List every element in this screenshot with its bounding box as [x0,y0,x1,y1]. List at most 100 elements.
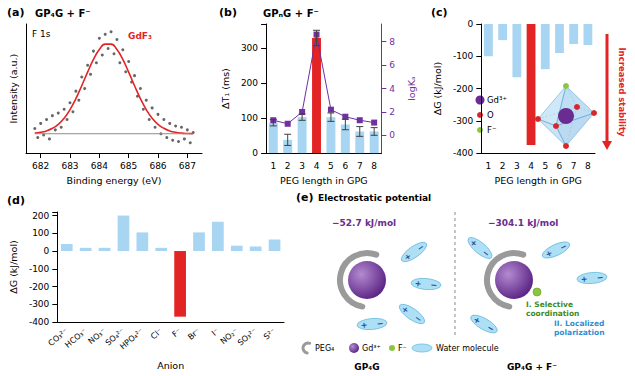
svg-text:Br⁻: Br⁻ [186,327,202,342]
svg-text:HPO₄²⁻: HPO₄²⁻ [118,327,145,352]
svg-text:+: + [580,274,587,284]
svg-text:5: 5 [328,161,334,171]
svg-text:GP₄G + F⁻: GP₄G + F⁻ [507,362,557,372]
svg-text:685: 685 [120,161,137,171]
svg-text:SO₃²⁻: SO₃²⁻ [236,327,259,348]
svg-text:NO₃⁻: NO₃⁻ [87,327,108,347]
svg-text:Gd³⁺: Gd³⁺ [487,95,507,105]
svg-text:Increased stability: Increased stability [617,47,627,137]
svg-text:GP₄G: GP₄G [354,362,379,372]
svg-text:+: + [472,315,482,326]
svg-text:7: 7 [357,161,363,171]
svg-text:II. Localizedpolarization: II. Localizedpolarization [554,319,605,337]
svg-text:−304.1 kJ/mol: −304.1 kJ/mol [488,218,558,228]
svg-text:−: − [596,273,603,283]
svg-text:-300: -300 [453,116,474,126]
svg-text:2: 2 [285,161,291,171]
svg-text:I. Selectivecoordination: I. Selectivecoordination [526,300,579,318]
svg-text:O: O [487,110,494,120]
svg-text:−: − [416,242,427,253]
svg-text:F 1s: F 1s [32,29,51,39]
svg-text:5: 5 [542,161,548,171]
svg-text:+: + [400,304,411,315]
svg-text:S²⁻: S²⁻ [262,327,277,342]
svg-text:HCO₃⁻: HCO₃⁻ [63,327,88,350]
svg-text:100: 100 [32,228,49,238]
svg-text:-400: -400 [453,148,474,158]
svg-text:200: 200 [32,211,49,221]
svg-text:ΔG (kJ/mol): ΔG (kJ/mol) [8,240,19,294]
svg-text:F⁻: F⁻ [398,344,407,353]
svg-text:3: 3 [514,161,520,171]
svg-text:Intensity (a.u.): Intensity (a.u.) [8,54,19,124]
svg-text:0: 0 [468,19,474,29]
svg-text:−: − [480,248,491,259]
svg-text:Cl⁻: Cl⁻ [149,327,164,342]
svg-text:−: − [486,323,496,334]
svg-text:1: 1 [270,161,276,171]
svg-text:NO₂⁻: NO₂⁻ [219,327,240,347]
svg-text:4: 4 [389,84,395,94]
svg-text:−52.7 kJ/mol: −52.7 kJ/mol [332,218,396,228]
svg-text:PEG length in GPG: PEG length in GPG [494,175,582,186]
svg-text:6: 6 [342,161,348,171]
svg-text:-300: -300 [29,299,50,309]
svg-text:Water molecule: Water molecule [436,344,499,353]
svg-text:4: 4 [528,161,534,171]
svg-text:Binding energy (eV): Binding energy (eV) [67,175,162,186]
svg-text:F⁻: F⁻ [487,125,496,135]
svg-text:−: − [376,319,383,329]
svg-text:ΔG (kJ/mol): ΔG (kJ/mol) [432,62,443,116]
svg-text:+: + [360,320,367,330]
svg-text:-400: -400 [29,317,50,327]
svg-text:+: + [468,238,479,249]
svg-text:Electrostatic potential: Electrostatic potential [318,193,431,203]
svg-text:GPₙG + F⁻: GPₙG + F⁻ [263,8,319,19]
svg-text:+: + [402,251,413,262]
svg-text:100: 100 [241,113,258,123]
svg-text:686: 686 [149,161,166,171]
svg-text:-200: -200 [453,84,474,94]
svg-text:6: 6 [389,60,395,70]
svg-text:200: 200 [241,78,258,88]
svg-text:+: + [414,279,421,289]
svg-text:+: + [544,248,554,259]
svg-text:I⁻: I⁻ [210,327,221,338]
svg-text:0: 0 [389,130,395,140]
svg-text:−: − [430,280,437,290]
svg-text:GP₄G + F⁻: GP₄G + F⁻ [35,8,91,19]
svg-text:6: 6 [557,161,563,171]
svg-text:−: − [413,313,424,324]
svg-text:(d): (d) [7,194,25,207]
svg-text:−: − [559,242,569,253]
svg-text:ΔT₁ (ms): ΔT₁ (ms) [220,68,231,109]
svg-text:4: 4 [314,161,320,171]
svg-text:0: 0 [252,148,258,158]
svg-text:F⁻: F⁻ [170,327,183,340]
svg-text:(e): (e) [296,191,314,204]
svg-text:logKₐ: logKₐ [406,76,417,101]
svg-text:682: 682 [32,161,49,171]
svg-text:Anion: Anion [157,360,184,371]
svg-text:(b): (b) [219,6,237,19]
svg-text:1: 1 [486,161,492,171]
svg-text:683: 683 [61,161,78,171]
svg-text:687: 687 [179,161,196,171]
svg-text:7: 7 [571,161,577,171]
svg-text:PEG₄: PEG₄ [315,344,334,353]
svg-text:0: 0 [44,246,50,256]
svg-text:Gd³⁺: Gd³⁺ [362,344,381,353]
svg-text:-100: -100 [453,51,474,61]
svg-text:8: 8 [585,161,591,171]
svg-text:PEG length in GPG: PEG length in GPG [280,175,368,186]
svg-text:3: 3 [299,161,305,171]
svg-text:-200: -200 [29,282,50,292]
svg-text:(a): (a) [7,6,24,19]
svg-text:2: 2 [389,107,395,117]
svg-text:2: 2 [500,161,506,171]
svg-text:8: 8 [371,161,377,171]
svg-text:-100: -100 [29,264,50,274]
svg-text:300: 300 [241,43,258,53]
svg-text:GdF₃: GdF₃ [128,31,152,41]
svg-text:8: 8 [389,37,395,47]
